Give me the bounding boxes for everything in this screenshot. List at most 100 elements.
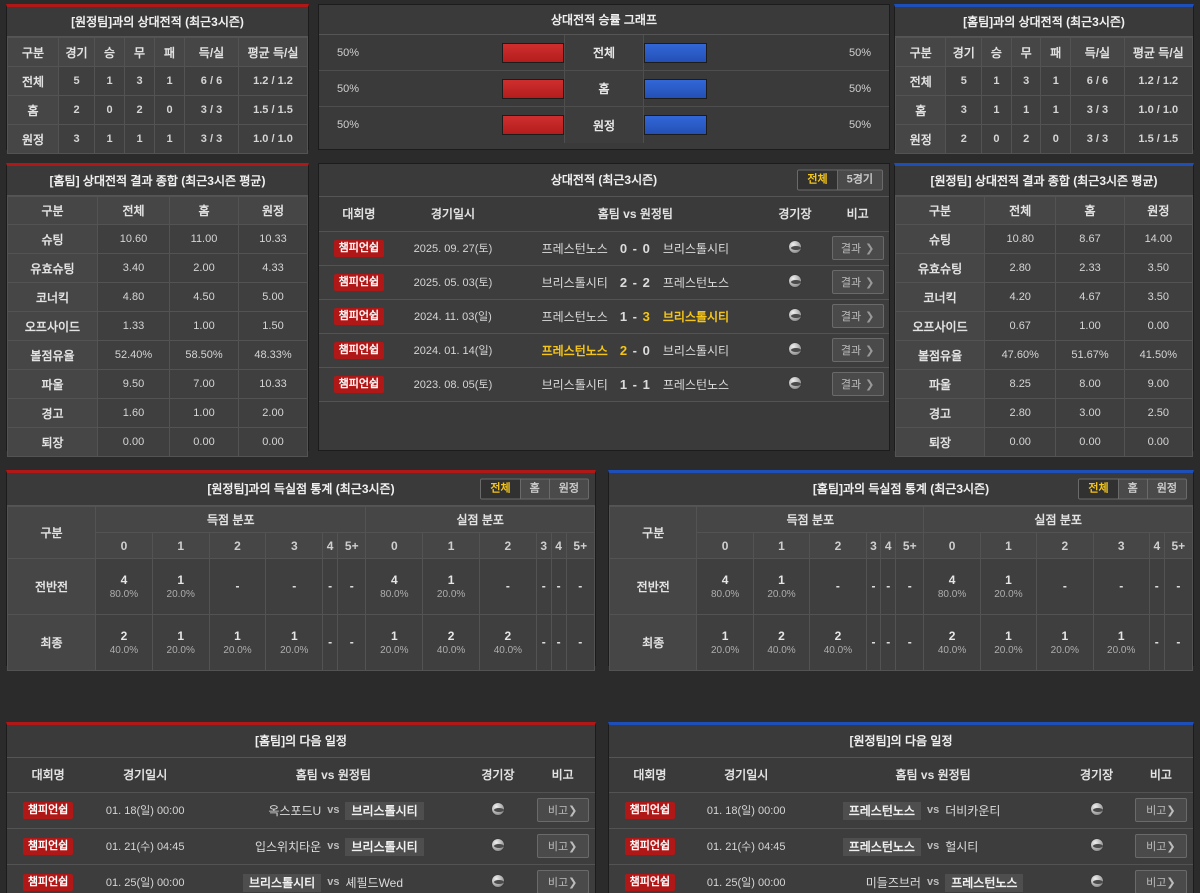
- table-row[interactable]: 챔피언쉽 01. 18(일) 00:00 프레스턴노스 vs 더비카운티 비고❯: [609, 791, 1193, 829]
- compare-button-label: 비고: [547, 805, 569, 817]
- count: 1: [1117, 628, 1125, 643]
- dist-away-scope-toggle[interactable]: 전체 홈 원정: [480, 478, 589, 500]
- row-label: 오프사이드: [894, 311, 986, 341]
- percent: 80.0%: [937, 588, 967, 600]
- bucket-conceded-5plus: 5+: [565, 532, 595, 559]
- table-row[interactable]: 챔피언쉽 2023. 08. 05(토) 브리스톨시티 1 - 1 프레스턴노스…: [319, 366, 889, 402]
- vs-label: vs: [327, 876, 340, 888]
- winrate-row: 50% 홈 50%: [319, 71, 889, 107]
- cell: -: [865, 614, 882, 671]
- panel-summary-home: [홈팀] 상대전적 결과 종합 (최근3시즌 평균) 구분 전체 홈 원정 슈팅…: [6, 163, 309, 457]
- h2h-range-toggle[interactable]: 전체 5경기: [797, 169, 883, 191]
- cell: 10.60: [97, 224, 170, 254]
- result-button[interactable]: 결과 ❯: [831, 338, 884, 362]
- table-row[interactable]: 챔피언쉽 2025. 09. 27(토) 프레스턴노스 0 - 0 브리스톨시티…: [319, 230, 889, 266]
- cell: -: [550, 614, 567, 671]
- count: -: [578, 635, 583, 650]
- compare-button[interactable]: 비고❯: [536, 798, 589, 822]
- toggle-option-5games[interactable]: 5경기: [836, 170, 882, 190]
- table-row: 오프사이드 1.33 1.00 1.50: [7, 311, 308, 341]
- compare-button[interactable]: 비고❯: [536, 870, 589, 893]
- table-row: 퇴장 0.00 0.00 0.00: [7, 427, 308, 457]
- table-header-row: 대회명 경기일시 홈팀 vs 원정팀 경기장 비고: [319, 197, 889, 232]
- away-team-name: 프레스턴노스: [662, 275, 730, 290]
- cell: 14.00: [1123, 224, 1194, 254]
- cell: 1: [154, 66, 185, 96]
- toggle-option-home[interactable]: 홈: [1117, 479, 1147, 499]
- dist-home-scope-toggle[interactable]: 전체 홈 원정: [1078, 478, 1187, 500]
- result-button[interactable]: 결과 ❯: [831, 304, 884, 328]
- away-score: 1: [642, 376, 651, 392]
- stadium-cell: [763, 366, 827, 402]
- away-team-name: 브리스톨시티: [662, 241, 730, 256]
- toggle-option-all[interactable]: 전체: [798, 170, 837, 190]
- summary-away-table: 구분 전체 홈 원정 슈팅 10.80 8.67 14.00 유효슈팅 2.80 2.33…: [894, 196, 1194, 457]
- compare-button[interactable]: 비고❯: [1134, 798, 1187, 822]
- bucket-conceded-5plus: 5+: [1163, 532, 1194, 559]
- count: 2: [504, 628, 512, 643]
- compare-button-label: 비고: [547, 841, 569, 853]
- bucket-conceded-4: 4: [550, 532, 567, 559]
- stadium-icon: [490, 837, 505, 852]
- col-datetime: 경기일시: [690, 758, 802, 793]
- row-label: 전반전: [608, 558, 698, 615]
- count: -: [328, 635, 333, 650]
- table-row[interactable]: 챔피언쉽 2025. 05. 03(토) 브리스톨시티 2 - 2 프레스턴노스…: [319, 264, 889, 300]
- table-row[interactable]: 챔피언쉽 01. 25(일) 00:00 브리스톨시티 vs 셰필드Wed 비고…: [7, 863, 595, 893]
- cell: 4 80.0%: [696, 558, 754, 615]
- schedule-away-table: 대회명 경기일시 홈팀 vs 원정팀 경기장 비고 챔피언쉽 01. 18(일)…: [609, 758, 1193, 893]
- bucket-conceded-4: 4: [1148, 532, 1165, 559]
- col-games: 경기: [945, 37, 983, 67]
- right-bar-track: [644, 71, 769, 106]
- result-button[interactable]: 결과 ❯: [831, 372, 884, 396]
- cell: 1 20.0%: [365, 614, 424, 671]
- col-gf-ga: 득/실: [1070, 37, 1125, 67]
- table-row[interactable]: 챔피언쉽 2024. 11. 03(일) 프레스턴노스 1 - 3 브리스톨시티…: [319, 298, 889, 334]
- cell: 3 / 3: [184, 95, 239, 125]
- toggle-option-home[interactable]: 홈: [519, 479, 549, 499]
- row-label: 전반전: [6, 558, 97, 615]
- toggle-option-away[interactable]: 원정: [548, 479, 588, 499]
- datetime-cell: 01. 25(일) 00:00: [690, 863, 802, 893]
- left-percent: 50%: [337, 46, 360, 59]
- result-button[interactable]: 결과 ❯: [831, 236, 884, 260]
- compare-button-label: 비고: [1146, 841, 1167, 853]
- table-row[interactable]: 챔피언쉽 01. 21(수) 04:45 입스위치타운 vs 브리스톨시티 비고…: [7, 827, 595, 865]
- chevron-right-icon: ❯: [865, 243, 875, 255]
- toggle-option-all[interactable]: 전체: [1079, 479, 1118, 499]
- row-label: 파울: [7, 369, 98, 399]
- percent: 20.0%: [710, 644, 740, 656]
- result-button[interactable]: 결과 ❯: [831, 270, 884, 294]
- table-row[interactable]: 챔피언쉽 01. 18(일) 00:00 옥스포드U vs 브리스톨시티 비고❯: [7, 791, 595, 829]
- bucket-scored-2: 2: [208, 532, 267, 559]
- row-label: 원정: [7, 124, 59, 154]
- toggle-option-all[interactable]: 전체: [481, 479, 520, 499]
- left-percent: 50%: [337, 119, 360, 131]
- compare-button[interactable]: 비고❯: [1134, 834, 1187, 858]
- stadium-icon: [787, 375, 802, 390]
- group-conceded: 실점 분포: [923, 506, 1193, 533]
- toggle-option-away[interactable]: 원정: [1146, 479, 1186, 499]
- table-row[interactable]: 챔피언쉽 2024. 01. 14(일) 프레스턴노스 2 - 0 브리스톨시티…: [319, 332, 889, 368]
- table-row[interactable]: 챔피언쉽 01. 25(일) 00:00 미들즈브러 vs 프레스턴노스 비고❯: [609, 863, 1193, 893]
- right-bar-blue: [644, 42, 707, 63]
- panel-title-summary-away: [원정팀] 상대전적 결과 종합 (최근3시즌 평균): [895, 166, 1193, 196]
- table-row[interactable]: 챔피언쉽 01. 21(수) 04:45 프레스턴노스 vs 헐시티 비고❯: [609, 827, 1193, 865]
- cell: 2.00: [238, 398, 308, 428]
- table-row: 코너킥 4.80 4.50 5.00: [7, 282, 308, 312]
- vs-label: vs: [327, 804, 340, 816]
- col-league: 대회명: [609, 758, 691, 793]
- bucket-scored-5plus: 5+: [337, 532, 367, 559]
- count: 1: [1005, 628, 1012, 643]
- table-row: 슈팅 10.80 8.67 14.00: [894, 224, 1194, 254]
- cell: -: [1148, 558, 1165, 615]
- cell: 2.50: [1123, 398, 1194, 428]
- compare-button[interactable]: 비고❯: [1134, 870, 1187, 893]
- row-label: 경고: [894, 398, 986, 428]
- row-label: 전체: [7, 66, 59, 96]
- compare-button[interactable]: 비고❯: [536, 834, 589, 858]
- away-team-name: 브리스톨시티: [662, 309, 730, 324]
- percent: 80.0%: [710, 588, 740, 600]
- note-cell: 결과 ❯: [826, 264, 889, 300]
- league-badge: 챔피언쉽: [22, 801, 74, 819]
